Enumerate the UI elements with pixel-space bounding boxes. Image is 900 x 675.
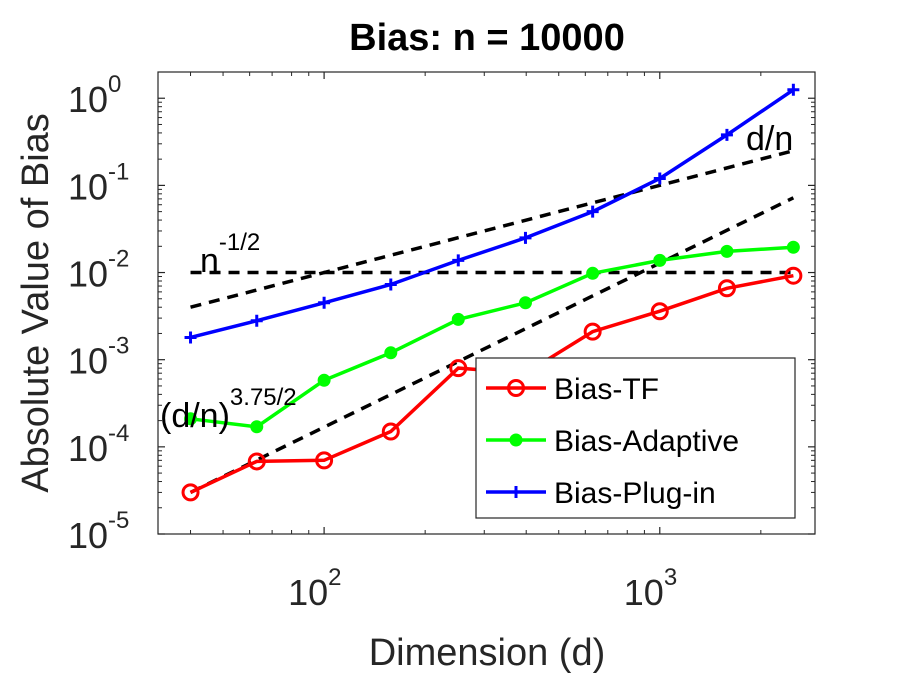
legend-label-bias-adaptive: Bias-Adaptive — [554, 425, 739, 458]
series-markers — [181, 83, 803, 502]
data-point-bias-tf — [784, 266, 803, 285]
data-point-bias-tf — [315, 451, 334, 470]
y-tick-label-exp: -2 — [108, 246, 129, 273]
chart-title: Bias: n = 10000 — [349, 17, 625, 59]
data-point-bias-adaptive — [586, 266, 600, 280]
series-line-bias-adaptive — [190, 245, 794, 429]
data-point-bias-adaptive — [518, 296, 532, 310]
data-point-bias-tf — [583, 322, 602, 341]
data-point-bias-adaptive — [184, 412, 198, 426]
legend: Bias-TF Bias-Adaptive Bias-Plug-in — [475, 357, 796, 519]
y-tick-label-base: 10 — [68, 79, 108, 120]
y-tick-label-base: 10 — [68, 428, 108, 469]
x-tick-label-base: 10 — [288, 572, 328, 613]
data-point-bias-plug-in — [452, 254, 465, 267]
data-point-bias-plug-in — [720, 128, 733, 141]
data-point-bias-plug-in — [586, 205, 599, 218]
data-point-bias-tf — [449, 359, 468, 378]
reference-line-d-n — [190, 149, 794, 309]
data-point-bias-tf — [181, 483, 200, 502]
data-point-bias-adaptive — [451, 312, 465, 326]
data-point-bias-plug-in — [250, 314, 263, 327]
data-point-bias-adaptive — [384, 346, 398, 360]
annotation-d-over-n-pow: (d/n)3.75/2 — [160, 384, 297, 435]
y-tick-label-exp: -3 — [108, 333, 129, 360]
data-point-bias-plug-in — [318, 296, 331, 309]
y-tick-label: 100 — [68, 71, 121, 120]
y-tick-label: 10-5 — [68, 507, 129, 556]
legend-label-bias-plug-in: Bias-Plug-in — [554, 477, 716, 510]
y-tick-label-base: 10 — [68, 515, 108, 556]
legend-entry-bias-adaptive: Bias-Adaptive — [486, 425, 739, 458]
data-point-bias-tf — [650, 302, 669, 321]
y-tick-label: 10-2 — [68, 246, 129, 295]
annotation-n-half: n-1/2 — [200, 229, 260, 280]
axis-ticks — [158, 71, 815, 535]
data-point-bias-adaptive — [786, 240, 800, 254]
data-point-bias-adaptive — [720, 244, 734, 258]
data-point-bias-tf — [717, 279, 736, 298]
data-point-bias-tf — [381, 422, 400, 441]
annotation-d-over-n: d/n — [746, 120, 793, 158]
y-tick-label-exp: -4 — [108, 420, 129, 447]
reference-lines — [189, 149, 795, 494]
annotation-n-half-base: n — [200, 242, 219, 280]
y-tick-label-base: 10 — [68, 166, 108, 207]
annotation-n-half-exp: -1/2 — [219, 229, 260, 256]
annotation-d-over-n-pow-exp: 3.75/2 — [230, 384, 297, 411]
annotation-d-over-n-pow-base: (d/n) — [160, 397, 230, 435]
x-axis-label: Dimension (d) — [369, 632, 606, 674]
y-tick-label-exp: -1 — [108, 158, 129, 185]
data-point-bias-plug-in — [384, 278, 397, 291]
x-tick-label: 102 — [288, 564, 341, 613]
series-line-bias-plug-in — [190, 88, 795, 340]
y-tick-label-exp: -5 — [108, 507, 129, 534]
data-point-bias-adaptive — [317, 373, 331, 387]
data-point-bias-plug-in — [184, 331, 197, 344]
data-point-bias-plug-in — [519, 231, 532, 244]
y-tick-label-base: 10 — [68, 254, 108, 295]
legend-marker-bias-adaptive — [509, 433, 523, 447]
x-tick-label-base: 10 — [624, 572, 664, 613]
y-tick-label: 10-3 — [68, 333, 129, 382]
y-tick-label-base: 10 — [68, 341, 108, 382]
x-tick-label: 103 — [624, 564, 677, 613]
data-point-bias-tf — [247, 452, 266, 471]
legend-marker-bias-plug-in — [510, 486, 522, 498]
data-point-bias-plug-in — [787, 83, 800, 96]
legend-label-bias-tf: Bias-TF — [554, 373, 659, 406]
legend-entry-bias-tf: Bias-TF — [486, 373, 659, 406]
x-tick-labels: 102 103 — [288, 564, 677, 613]
x-tick-label-exp: 3 — [664, 564, 677, 591]
data-point-bias-adaptive — [653, 253, 667, 267]
y-tick-label-exp: 0 — [108, 71, 121, 98]
legend-marker-bias-tf — [507, 379, 525, 397]
y-tick-label: 10-1 — [68, 158, 129, 207]
y-axis-label: Absolute Value of Bias — [15, 113, 57, 493]
y-tick-label: 10-4 — [68, 420, 129, 469]
data-point-bias-adaptive — [250, 420, 264, 434]
reference-line-d-n-3-75-2 — [189, 196, 795, 494]
data-point-bias-plug-in — [653, 172, 666, 185]
legend-entry-bias-plug-in: Bias-Plug-in — [486, 477, 716, 510]
x-tick-label-exp: 2 — [328, 564, 341, 591]
